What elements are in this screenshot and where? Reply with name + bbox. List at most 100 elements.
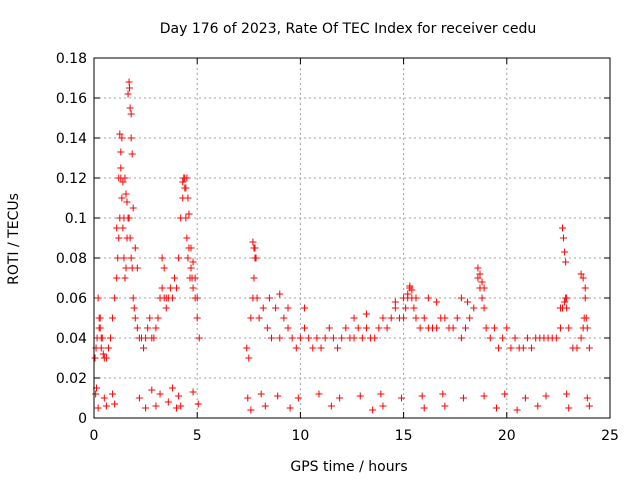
data-point — [189, 258, 197, 266]
data-point — [492, 404, 500, 412]
x-tick-label: 15 — [395, 428, 413, 444]
data-point — [164, 398, 172, 406]
data-point — [263, 324, 271, 332]
data-point — [410, 304, 418, 312]
data-point — [125, 78, 133, 86]
data-point — [301, 324, 309, 332]
data-point — [362, 324, 370, 332]
data-point — [321, 334, 329, 342]
data-point — [528, 344, 536, 352]
data-point — [109, 390, 117, 398]
data-point — [109, 314, 117, 322]
data-point — [387, 314, 395, 322]
data-point — [168, 384, 176, 392]
data-point — [142, 334, 150, 342]
data-point — [433, 324, 441, 332]
x-tick-label: 10 — [291, 428, 309, 444]
data-point — [573, 344, 581, 352]
data-point — [194, 400, 202, 408]
data-point — [284, 324, 292, 332]
axis-ticks: 0 5 10 15 20 25 0 0.02 0.04 0.06 0.08 0.1 0.12 0.14 0.… — [56, 51, 619, 444]
y-tick-label: 0.02 — [56, 371, 87, 387]
data-point — [561, 298, 569, 306]
data-point — [579, 274, 587, 282]
data-point — [135, 394, 143, 402]
data-point — [327, 402, 335, 410]
data-point — [104, 344, 112, 352]
data-point — [184, 254, 192, 262]
data-point — [113, 274, 121, 282]
data-point — [182, 214, 190, 222]
data-point — [474, 274, 482, 282]
data-point — [507, 344, 515, 352]
data-point — [117, 148, 125, 156]
data-point — [102, 354, 110, 362]
data-point — [156, 390, 164, 398]
data-point — [342, 324, 350, 332]
data-point — [126, 104, 134, 112]
y-tick-label: 0.1 — [65, 211, 87, 227]
data-point — [552, 334, 560, 342]
data-point — [375, 324, 383, 332]
data-point — [486, 334, 494, 342]
data-point — [478, 278, 486, 286]
y-tick-label: 0.04 — [56, 331, 87, 347]
data-points — [91, 78, 593, 414]
grid — [94, 58, 610, 418]
x-tick-label: 25 — [601, 428, 619, 444]
data-point — [581, 284, 589, 292]
data-point — [404, 290, 412, 298]
y-tick-label: 0.18 — [56, 51, 87, 67]
data-point — [131, 314, 139, 322]
data-point — [173, 404, 181, 412]
data-point — [495, 344, 503, 352]
data-point — [464, 298, 472, 306]
data-point — [406, 282, 414, 290]
data-point — [187, 264, 195, 272]
data-point — [129, 204, 137, 212]
data-point — [122, 264, 130, 272]
data-point — [379, 314, 387, 322]
data-point — [408, 286, 416, 294]
data-point — [158, 284, 166, 292]
data-point — [97, 334, 105, 342]
data-point — [154, 314, 162, 322]
data-point — [114, 254, 122, 262]
data-point — [193, 314, 201, 322]
data-point — [329, 334, 337, 342]
data-point — [561, 248, 569, 256]
x-tick-label: 0 — [90, 428, 99, 444]
data-point — [122, 190, 130, 198]
data-point — [577, 334, 585, 342]
data-point — [470, 304, 478, 312]
data-point — [158, 254, 166, 262]
data-point — [356, 392, 364, 400]
data-point — [292, 344, 300, 352]
data-point — [556, 324, 564, 332]
data-point — [119, 178, 127, 186]
data-point — [402, 304, 410, 312]
data-point — [559, 224, 567, 232]
data-point — [362, 310, 370, 318]
data-point — [259, 304, 267, 312]
data-point — [457, 294, 465, 302]
data-point — [466, 314, 474, 322]
data-point — [127, 110, 135, 118]
data-point — [173, 284, 181, 292]
x-tick-label: 20 — [498, 428, 516, 444]
data-point — [100, 394, 108, 402]
data-point — [131, 244, 139, 252]
data-point — [133, 264, 141, 272]
data-point — [519, 344, 527, 352]
data-point — [160, 264, 168, 272]
data-point — [369, 406, 377, 414]
data-point — [499, 334, 507, 342]
y-tick-label: 0.08 — [56, 251, 87, 267]
data-point — [189, 388, 197, 396]
data-point — [350, 314, 358, 322]
data-point — [462, 324, 470, 332]
data-point — [523, 334, 531, 342]
data-point — [420, 314, 428, 322]
data-point — [288, 334, 296, 342]
